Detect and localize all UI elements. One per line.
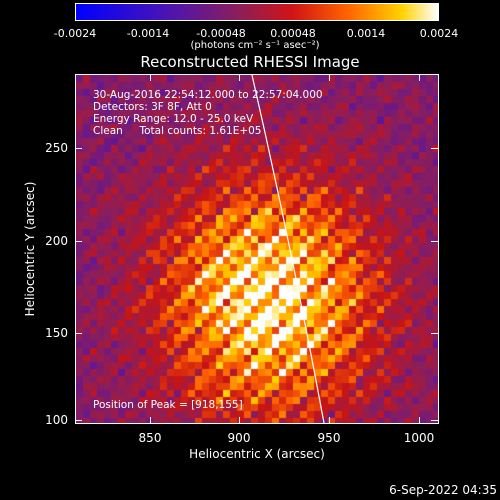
energy-range-annotation: Energy Range: 12.0 - 25.0 keV	[93, 113, 254, 125]
plot-title: Reconstructed RHESSI Image	[140, 53, 360, 71]
y-axis-label: Heliocentric Y (arcsec)	[23, 181, 37, 317]
method-annotation: Clean Total counts: 1.61E+05	[93, 125, 262, 137]
x-tick-mark	[419, 74, 420, 81]
y-tick-mark	[75, 333, 82, 334]
y-tick-label: 100	[45, 413, 68, 427]
y-tick-mark	[75, 148, 82, 149]
y-tick-label: 200	[45, 234, 68, 248]
x-tick-mark	[419, 417, 420, 424]
y-tick-mark	[431, 241, 438, 242]
colorbar-tick-label: 0.00048	[270, 27, 316, 40]
footer-date: 6-Sep-2022 04:35	[389, 483, 497, 497]
y-tick-mark	[75, 420, 82, 421]
y-tick-mark	[431, 420, 438, 421]
x-tick-mark	[239, 417, 240, 424]
y-tick-label: 250	[45, 141, 68, 155]
y-tick-mark	[431, 148, 438, 149]
x-tick-mark	[329, 74, 330, 81]
heatmap-image	[76, 75, 438, 423]
x-tick-mark	[329, 417, 330, 424]
detectors-annotation: Detectors: 3F 8F, Att 0	[93, 101, 212, 113]
y-tick-label: 150	[45, 326, 68, 340]
colorbar-unit-label: (photons cm⁻² s⁻¹ asec⁻²)	[190, 40, 320, 51]
peak-position-annotation: Position of Peak = [918,155]	[93, 399, 243, 411]
solar-limb-line	[251, 75, 325, 423]
colorbar	[75, 3, 439, 21]
x-tick-label: 900	[227, 431, 251, 445]
colorbar-tick-label: -0.0014	[126, 27, 170, 40]
x-tick-label: 850	[138, 431, 162, 445]
colorbar-tick-label: -0.00048	[196, 27, 246, 40]
x-axis-label: Heliocentric X (arcsec)	[189, 447, 325, 461]
time-range-annotation: 30-Aug-2016 22:54:12.000 to 22:57:04.000	[93, 89, 323, 101]
x-tick-label: 950	[317, 431, 341, 445]
y-tick-mark	[431, 333, 438, 334]
x-tick-mark	[239, 74, 240, 81]
x-tick-mark	[150, 74, 151, 81]
y-tick-mark	[75, 241, 82, 242]
colorbar-tick-label: 0.0024	[419, 27, 459, 40]
x-tick-label: 1000	[403, 431, 435, 445]
colorbar-tick-label: 0.0014	[346, 27, 386, 40]
colorbar-gradient	[76, 4, 438, 20]
colorbar-tick-label: -0.0024	[53, 27, 97, 40]
plot-area: 30-Aug-2016 22:54:12.000 to 22:57:04.000…	[75, 74, 439, 424]
x-tick-mark	[150, 417, 151, 424]
